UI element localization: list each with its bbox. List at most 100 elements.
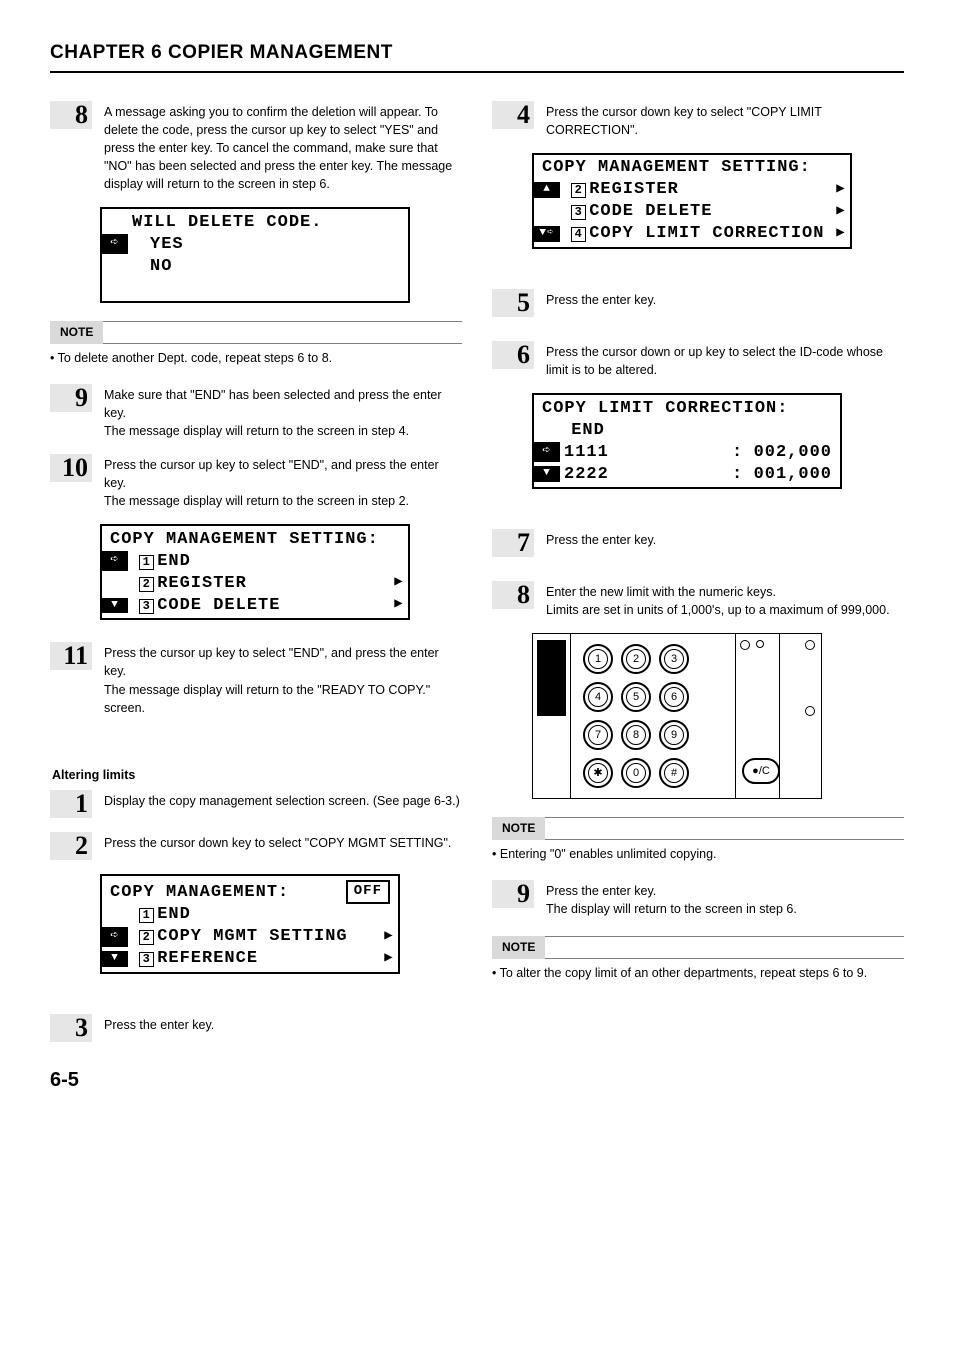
step-text: Press the enter key. bbox=[546, 289, 904, 317]
step-text: Press the enter key. bbox=[104, 1014, 462, 1042]
note-label: NOTE bbox=[492, 817, 545, 840]
step-number: 9 bbox=[517, 881, 530, 907]
lcd-title: COPY MANAGEMENT SETTING: bbox=[538, 159, 850, 176]
keypad-key: 7 bbox=[583, 720, 613, 750]
lcd-limit-correction: COPY LIMIT CORRECTION: END ➪ 1111:002,00… bbox=[532, 393, 842, 489]
step-text: Press the cursor up key to select "END",… bbox=[104, 642, 462, 717]
lcd-delete-code: WILL DELETE CODE. ➪YES NO bbox=[100, 207, 410, 303]
note-body: Entering "0" enables unlimited copying. bbox=[492, 846, 904, 864]
step-number-box: 10 bbox=[50, 454, 92, 482]
step-text: Press the enter key. bbox=[546, 529, 904, 557]
step-number-box: 4 bbox=[492, 101, 534, 129]
scroll-down-icon: ▼ bbox=[534, 466, 560, 481]
left-column: 8 A message asking you to confirm the de… bbox=[50, 101, 462, 1056]
arrow-right-icon: ▶ bbox=[380, 927, 398, 947]
lcd-option: 2REGISTER bbox=[128, 575, 390, 592]
arrow-right-icon: ▶ bbox=[832, 180, 850, 200]
keypad-key: 9 bbox=[659, 720, 689, 750]
led-icon bbox=[756, 640, 764, 648]
led-icon bbox=[805, 640, 815, 650]
step-number: 1 bbox=[75, 791, 88, 817]
lcd-title: COPY LIMIT CORRECTION: bbox=[538, 400, 840, 417]
arrow-right-icon: ▶ bbox=[390, 573, 408, 593]
step-8r: 8 Enter the new limit with the numeric k… bbox=[492, 581, 904, 619]
step-number-box: 6 bbox=[492, 341, 534, 369]
scroll-down-icon: ▼ bbox=[102, 598, 128, 613]
step-4: 4 Press the cursor down key to select "C… bbox=[492, 101, 904, 139]
step-number: 9 bbox=[75, 385, 88, 411]
lcd-off-badge: OFF bbox=[346, 880, 390, 904]
keypad-key: 2 bbox=[621, 644, 651, 674]
step-11: 11 Press the cursor up key to select "EN… bbox=[50, 642, 462, 717]
keypad-key: 8 bbox=[621, 720, 651, 750]
lcd-mgmt-setting-4: COPY MANAGEMENT SETTING: ▲ 2REGISTER▶ 3C… bbox=[532, 153, 852, 249]
step-text: Press the cursor down or up key to selec… bbox=[546, 341, 904, 379]
lcd-option: 3REFERENCE bbox=[128, 950, 380, 967]
arrow-right-icon: ▶ bbox=[380, 949, 398, 969]
step-number: 5 bbox=[517, 290, 530, 316]
numeric-keypad-diagram: 1 2 3 4 5 6 7 8 9 ✱ 0 # bbox=[532, 633, 822, 799]
step-number: 8 bbox=[75, 102, 88, 128]
lcd-option: 3CODE DELETE bbox=[560, 203, 832, 220]
step-number-box: 11 bbox=[50, 642, 92, 670]
keypad-key: 4 bbox=[583, 682, 613, 712]
lcd-mgmt-setting: COPY MANAGEMENT SETTING: ➪ 1END 2REGISTE… bbox=[100, 524, 410, 620]
step-1: 1 Display the copy management selection … bbox=[50, 790, 462, 818]
note-label: NOTE bbox=[50, 321, 103, 344]
step-text: Press the cursor down key to select "COP… bbox=[546, 101, 904, 139]
step-text: Press the enter key. The display will re… bbox=[546, 880, 904, 918]
step-5: 5 Press the enter key. bbox=[492, 289, 904, 317]
selection-arrow-icon: ➪ bbox=[102, 234, 128, 254]
lcd-option: YES bbox=[128, 236, 408, 253]
keypad-key: 6 bbox=[659, 682, 689, 712]
keypad-key: 1 bbox=[583, 644, 613, 674]
step-text: Display the copy management selection sc… bbox=[104, 790, 462, 818]
note-body: To alter the copy limit of an other depa… bbox=[492, 965, 904, 983]
keypad-key: 3 bbox=[659, 644, 689, 674]
step-number-box: 8 bbox=[492, 581, 534, 609]
selection-arrow-icon: ▼➪ bbox=[534, 226, 560, 241]
step-number-box: 9 bbox=[492, 880, 534, 908]
lcd-title: COPY MANAGEMENT: bbox=[106, 884, 346, 901]
keypad-key: 5 bbox=[621, 682, 651, 712]
step-number: 3 bbox=[75, 1015, 88, 1041]
keypad-key: 0 bbox=[621, 758, 651, 788]
step-number: 8 bbox=[517, 582, 530, 608]
lcd-row: 2222:001,000 bbox=[560, 466, 840, 483]
step-number-box: 9 bbox=[50, 384, 92, 412]
lcd-option: 3CODE DELETE bbox=[128, 597, 390, 614]
step-number: 7 bbox=[517, 530, 530, 556]
step-text: Press the cursor up key to select "END",… bbox=[104, 454, 462, 510]
lcd-option: 2REGISTER bbox=[560, 181, 832, 198]
keypad-grid: 1 2 3 4 5 6 7 8 9 ✱ 0 # bbox=[583, 644, 729, 788]
step-number: 6 bbox=[517, 342, 530, 368]
step-10: 10 Press the cursor up key to select "EN… bbox=[50, 454, 462, 510]
step-number: 10 bbox=[62, 455, 88, 481]
step-number-box: 3 bbox=[50, 1014, 92, 1042]
step-6: 6 Press the cursor down or up key to sel… bbox=[492, 341, 904, 379]
step-number-box: 8 bbox=[50, 101, 92, 129]
step-text: Enter the new limit with the numeric key… bbox=[546, 581, 904, 619]
led-icon bbox=[805, 706, 815, 716]
chapter-title: CHAPTER 6 COPIER MANAGEMENT bbox=[50, 40, 904, 73]
selection-arrow-icon: ➪ bbox=[102, 927, 128, 947]
lcd-option: 2COPY MGMT SETTING bbox=[128, 928, 380, 945]
lcd-option: 4COPY LIMIT CORRECTION bbox=[560, 225, 832, 242]
lcd-copy-management: COPY MANAGEMENT: OFF 1END ➪ 2COPY MGMT S… bbox=[100, 874, 400, 974]
step-number-box: 2 bbox=[50, 832, 92, 860]
note-header: NOTE bbox=[492, 936, 904, 959]
lcd-option: 1END bbox=[128, 553, 408, 570]
lcd-title: WILL DELETE CODE. bbox=[128, 214, 408, 231]
step-number-box: 7 bbox=[492, 529, 534, 557]
keypad-key: ✱ bbox=[583, 758, 613, 788]
selection-arrow-icon: ➪ bbox=[102, 551, 128, 571]
note-label: NOTE bbox=[492, 936, 545, 959]
lcd-row: END bbox=[560, 422, 840, 439]
step-number: 4 bbox=[517, 102, 530, 128]
step-number-box: 1 bbox=[50, 790, 92, 818]
selection-arrow-icon: ➪ bbox=[534, 442, 560, 462]
step-9: 9 Make sure that "END" has been selected… bbox=[50, 384, 462, 440]
note-header: NOTE bbox=[492, 817, 904, 840]
lcd-option: NO bbox=[128, 258, 408, 275]
step-8: 8 A message asking you to confirm the de… bbox=[50, 101, 462, 194]
